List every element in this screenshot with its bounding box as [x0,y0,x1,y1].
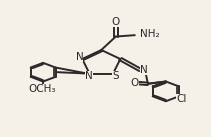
Text: O: O [130,78,139,88]
Text: N: N [85,71,93,81]
Text: N: N [140,65,147,75]
Text: OCH₃: OCH₃ [28,84,56,94]
Text: S: S [112,71,119,81]
Text: Cl: Cl [176,94,187,104]
Text: O: O [112,17,120,27]
Text: NH₂: NH₂ [140,29,160,39]
Text: N: N [76,52,83,62]
